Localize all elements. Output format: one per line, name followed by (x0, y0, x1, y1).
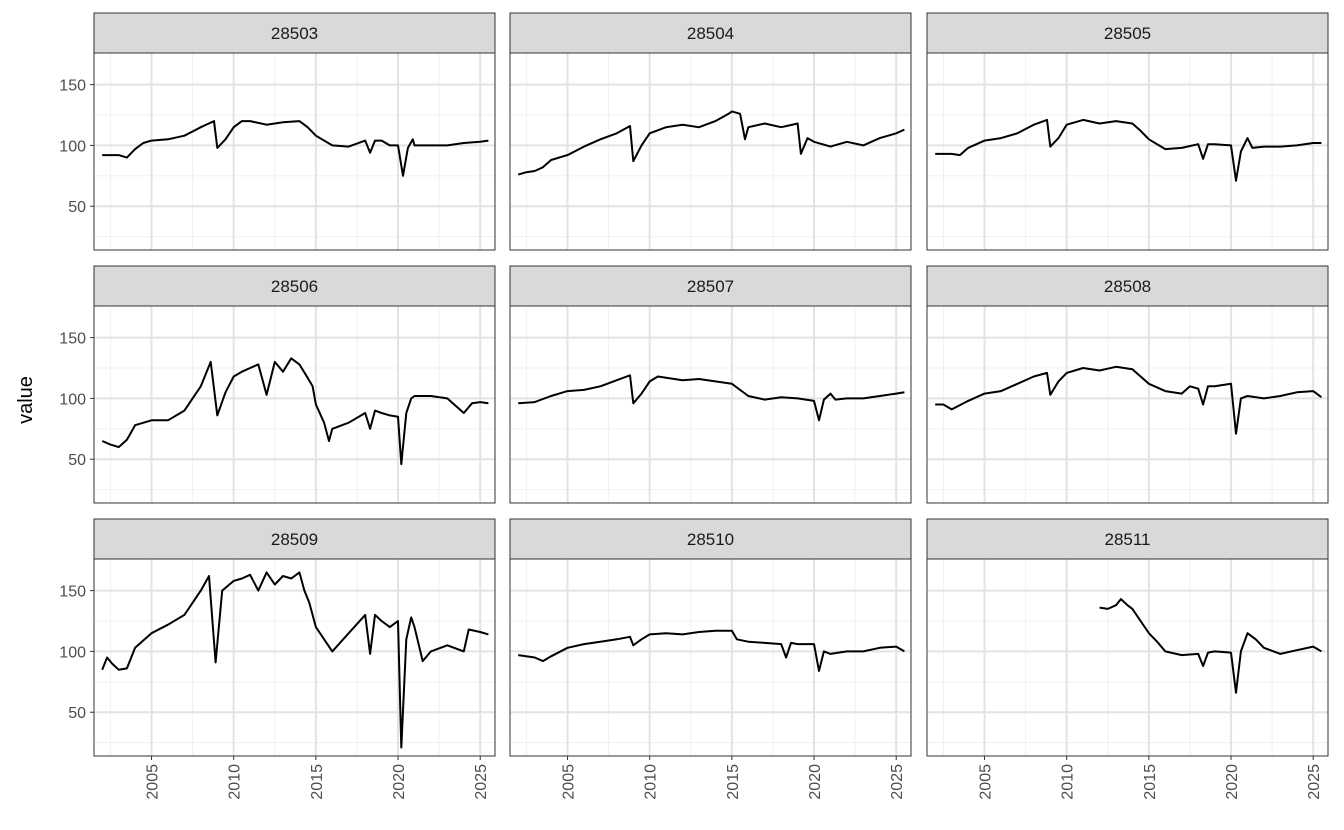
plot-background (510, 53, 911, 250)
facet-strip-label: 28507 (687, 277, 734, 296)
panel-border (93, 558, 496, 757)
panel-border (93, 52, 496, 251)
y-tick-label: 100 (59, 138, 86, 155)
series-line (935, 365, 1322, 435)
facet-strip (509, 12, 912, 54)
panel-border (926, 52, 1329, 251)
gridlines (94, 306, 495, 503)
x-tick-label: 2005 (978, 764, 995, 800)
x-tick-label: 2010 (1060, 764, 1077, 800)
facet-panel: 28510 2005 2010 2015 2020 2025 (509, 518, 912, 800)
facet-panel: 28508 (926, 265, 1329, 504)
gridlines (510, 53, 911, 250)
series-line (518, 374, 905, 422)
plot-background (510, 306, 911, 503)
panel-border (926, 558, 1329, 757)
facet-strip-label: 28510 (687, 530, 734, 549)
gridlines (94, 53, 495, 250)
gridlines (510, 559, 911, 756)
x-tick-label: 2010 (227, 764, 244, 800)
facet-strip (509, 518, 912, 560)
y-tick-label: 50 (68, 199, 86, 216)
x-tick-label: 2005 (561, 764, 578, 800)
gridlines (927, 559, 1328, 756)
panel-border (926, 305, 1329, 504)
plot-background (94, 559, 495, 756)
panel-border (509, 305, 912, 504)
facet-strip (93, 12, 496, 54)
x-tick-label: 2025 (1306, 764, 1323, 800)
y-axis-title: value (15, 376, 37, 424)
facet-strip (93, 265, 496, 307)
facet-panel: 28509 50 100 150 2005 2010 2015 2020 2025 (59, 518, 496, 800)
y-tick-label: 50 (68, 705, 86, 722)
plot-background (510, 559, 911, 756)
facet-panel: 28506 50 100 150 (59, 265, 496, 504)
y-tick-label: 150 (59, 78, 86, 95)
facet-panel: 28511 2005 2010 2015 2020 2025 (926, 518, 1329, 800)
panel-border (93, 305, 496, 504)
gridlines (94, 559, 495, 756)
series-line (102, 120, 489, 177)
facet-panel: 28505 (926, 12, 1329, 251)
facet-strip-label: 28503 (271, 24, 318, 43)
facet-strip (926, 12, 1329, 54)
plot-background (927, 53, 1328, 250)
y-tick-label: 50 (68, 452, 86, 469)
x-tick-label: 2020 (391, 764, 408, 800)
facet-strip (509, 265, 912, 307)
x-tick-label: 2020 (807, 764, 824, 800)
facet-panel: 28504 (509, 12, 912, 251)
y-tick-label: 100 (59, 644, 86, 661)
plot-background (927, 306, 1328, 503)
x-tick-label: 2015 (725, 764, 742, 800)
facet-strip-label: 28504 (687, 24, 734, 43)
facet-strip-label: 28506 (271, 277, 318, 296)
facet-panel: 28503 50 100 150 (59, 12, 496, 251)
series-line (517, 110, 905, 176)
x-tick-label: 2020 (1224, 764, 1241, 800)
series-line (101, 357, 489, 466)
x-tick-label: 2005 (145, 764, 162, 800)
x-tick-label: 2015 (309, 764, 326, 800)
facet-strip-label: 28508 (1104, 277, 1151, 296)
facet-strip-label: 28505 (1104, 24, 1151, 43)
panel-border (509, 558, 912, 757)
x-tick-label: 2015 (1142, 764, 1159, 800)
panel-border (509, 52, 912, 251)
x-tick-label: 2010 (643, 764, 660, 800)
facet-panel: 28507 (509, 265, 912, 504)
x-tick-label: 2025 (473, 764, 490, 800)
y-tick-label: 150 (59, 331, 86, 348)
y-tick-label: 150 (59, 584, 86, 601)
plot-background (927, 559, 1328, 756)
plot-background (94, 53, 495, 250)
series-line (518, 629, 905, 672)
plot-background (94, 306, 495, 503)
y-tick-label: 100 (59, 391, 86, 408)
facet-strip-label: 28509 (271, 530, 318, 549)
facet-strip-label: 28511 (1104, 530, 1150, 549)
series-line (101, 571, 489, 749)
series-line (935, 118, 1322, 182)
series-line (1099, 598, 1322, 694)
x-tick-label: 2025 (889, 764, 906, 800)
